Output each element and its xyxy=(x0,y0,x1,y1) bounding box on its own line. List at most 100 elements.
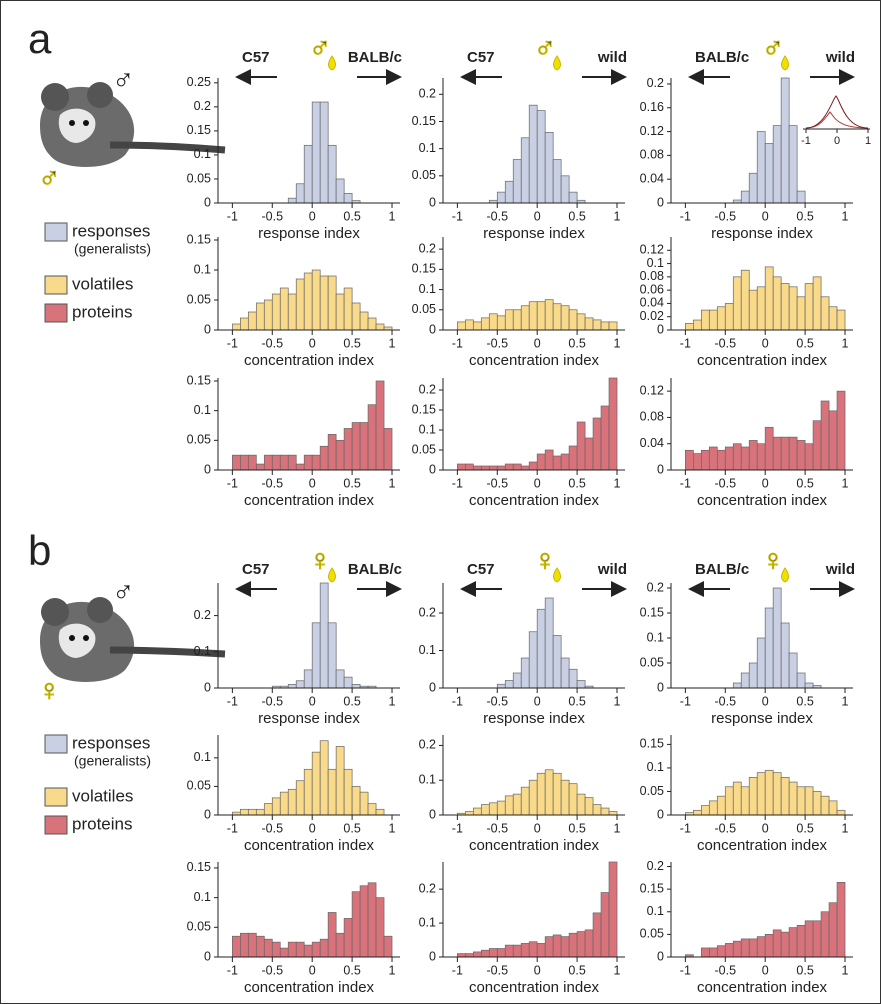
y-tick-label: 0.1 xyxy=(419,773,436,787)
y-tick-label: 0 xyxy=(204,680,211,694)
drop xyxy=(553,567,561,583)
bar xyxy=(796,440,806,471)
bar xyxy=(295,183,305,204)
header-right: wild xyxy=(825,561,855,578)
bar xyxy=(504,463,514,471)
header-left: C57 xyxy=(467,561,495,578)
x-tick-label: -1 xyxy=(227,336,238,350)
bar xyxy=(263,938,273,958)
bar xyxy=(496,948,506,958)
bar xyxy=(496,465,506,471)
bar xyxy=(319,101,329,204)
bar xyxy=(327,768,337,816)
bar xyxy=(560,305,570,331)
header-symbol: ♀ xyxy=(309,544,332,577)
bar xyxy=(568,309,578,331)
y-tick-label: 0 xyxy=(429,807,436,821)
x-tick-label: 0.5 xyxy=(568,336,585,350)
bar xyxy=(836,309,846,331)
bar xyxy=(796,786,806,816)
bar xyxy=(740,190,750,204)
bar xyxy=(708,446,718,471)
bar xyxy=(488,802,498,816)
x-tick-label: 1 xyxy=(842,821,849,835)
x-tick-label: -1 xyxy=(452,694,463,708)
bar xyxy=(367,882,377,958)
bar xyxy=(820,296,830,331)
bar xyxy=(592,804,602,816)
y-tick-label: 0.1 xyxy=(194,403,211,417)
y-tick-label: 0.1 xyxy=(647,760,664,774)
y-tick-label: 0.1 xyxy=(194,750,211,764)
bar xyxy=(764,607,774,689)
bar xyxy=(528,461,538,471)
header-right: BALB/c xyxy=(348,49,402,66)
y-tick-label: 0.05 xyxy=(187,171,211,185)
y-tick-label: 0.2 xyxy=(419,881,436,895)
bar xyxy=(472,321,482,331)
bar xyxy=(804,283,814,331)
x-tick-label: 0.5 xyxy=(568,821,585,835)
y-tick-label: 0.1 xyxy=(647,256,664,270)
bar xyxy=(504,944,514,958)
drop xyxy=(781,55,789,71)
x-tick-label: 0 xyxy=(534,963,541,977)
y-tick-label: 0.1 xyxy=(647,630,664,644)
bar xyxy=(552,303,562,331)
bar xyxy=(836,882,846,958)
x-tick-label: 0 xyxy=(534,336,541,350)
legend-note: (generalists) xyxy=(74,241,151,257)
bar xyxy=(335,439,345,471)
x-tick-label: -0.5 xyxy=(715,694,737,708)
x-axis-label: concentration index xyxy=(697,492,828,509)
y-tick-label: 0 xyxy=(204,949,211,963)
bar xyxy=(592,417,602,471)
bar xyxy=(608,811,618,816)
bar xyxy=(796,296,806,331)
bar xyxy=(335,669,345,689)
y-tick-label: 0 xyxy=(429,949,436,963)
sex-symbol: ♂ xyxy=(112,576,135,609)
y-tick-label: 0 xyxy=(204,807,211,821)
bar xyxy=(780,436,790,471)
x-tick-label: -0.5 xyxy=(262,821,284,835)
bar xyxy=(592,912,602,958)
bar xyxy=(700,309,710,331)
bar xyxy=(568,932,578,958)
x-tick-label: 0 xyxy=(534,694,541,708)
bar xyxy=(303,669,313,689)
x-tick-label: 1 xyxy=(389,476,396,490)
bar xyxy=(472,807,482,816)
bar xyxy=(232,323,241,331)
bar xyxy=(255,463,265,471)
x-tick-label: 0.5 xyxy=(343,476,360,490)
x-axis-label: response index xyxy=(258,225,360,242)
y-tick-label: 0.15 xyxy=(412,114,436,128)
bar xyxy=(568,668,578,689)
bar xyxy=(740,269,750,331)
x-tick-label: 0 xyxy=(762,476,769,490)
bar xyxy=(772,929,782,958)
bar xyxy=(311,622,321,689)
y-tick-label: 0.05 xyxy=(187,292,211,306)
bar xyxy=(732,443,742,471)
y-tick-label: 0.1 xyxy=(419,915,436,929)
mouse-a xyxy=(40,82,226,167)
bar xyxy=(295,941,305,958)
y-tick-label: 0 xyxy=(204,462,211,476)
x-tick-label: -1 xyxy=(227,476,238,490)
y-tick-label: 0 xyxy=(657,807,664,821)
y-tick-label: 0.2 xyxy=(419,738,436,752)
bar xyxy=(512,672,522,689)
bar xyxy=(279,947,289,958)
bar xyxy=(520,657,530,689)
x-tick-label: -0.5 xyxy=(262,476,284,490)
y-tick-label: 0 xyxy=(657,322,664,336)
bar xyxy=(788,652,798,689)
bar xyxy=(756,443,766,471)
bar xyxy=(685,449,694,471)
y-tick-label: 0.05 xyxy=(412,302,436,316)
bar xyxy=(359,422,369,471)
bar xyxy=(804,920,814,958)
bar xyxy=(608,861,618,958)
